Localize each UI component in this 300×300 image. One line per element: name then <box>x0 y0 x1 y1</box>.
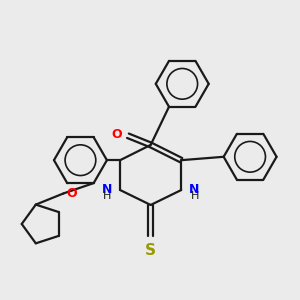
Text: O: O <box>111 128 122 141</box>
Text: H: H <box>103 191 111 201</box>
Text: S: S <box>145 243 156 258</box>
Text: O: O <box>66 187 77 200</box>
Text: N: N <box>189 183 199 196</box>
Text: N: N <box>102 183 113 196</box>
Text: H: H <box>190 191 199 201</box>
